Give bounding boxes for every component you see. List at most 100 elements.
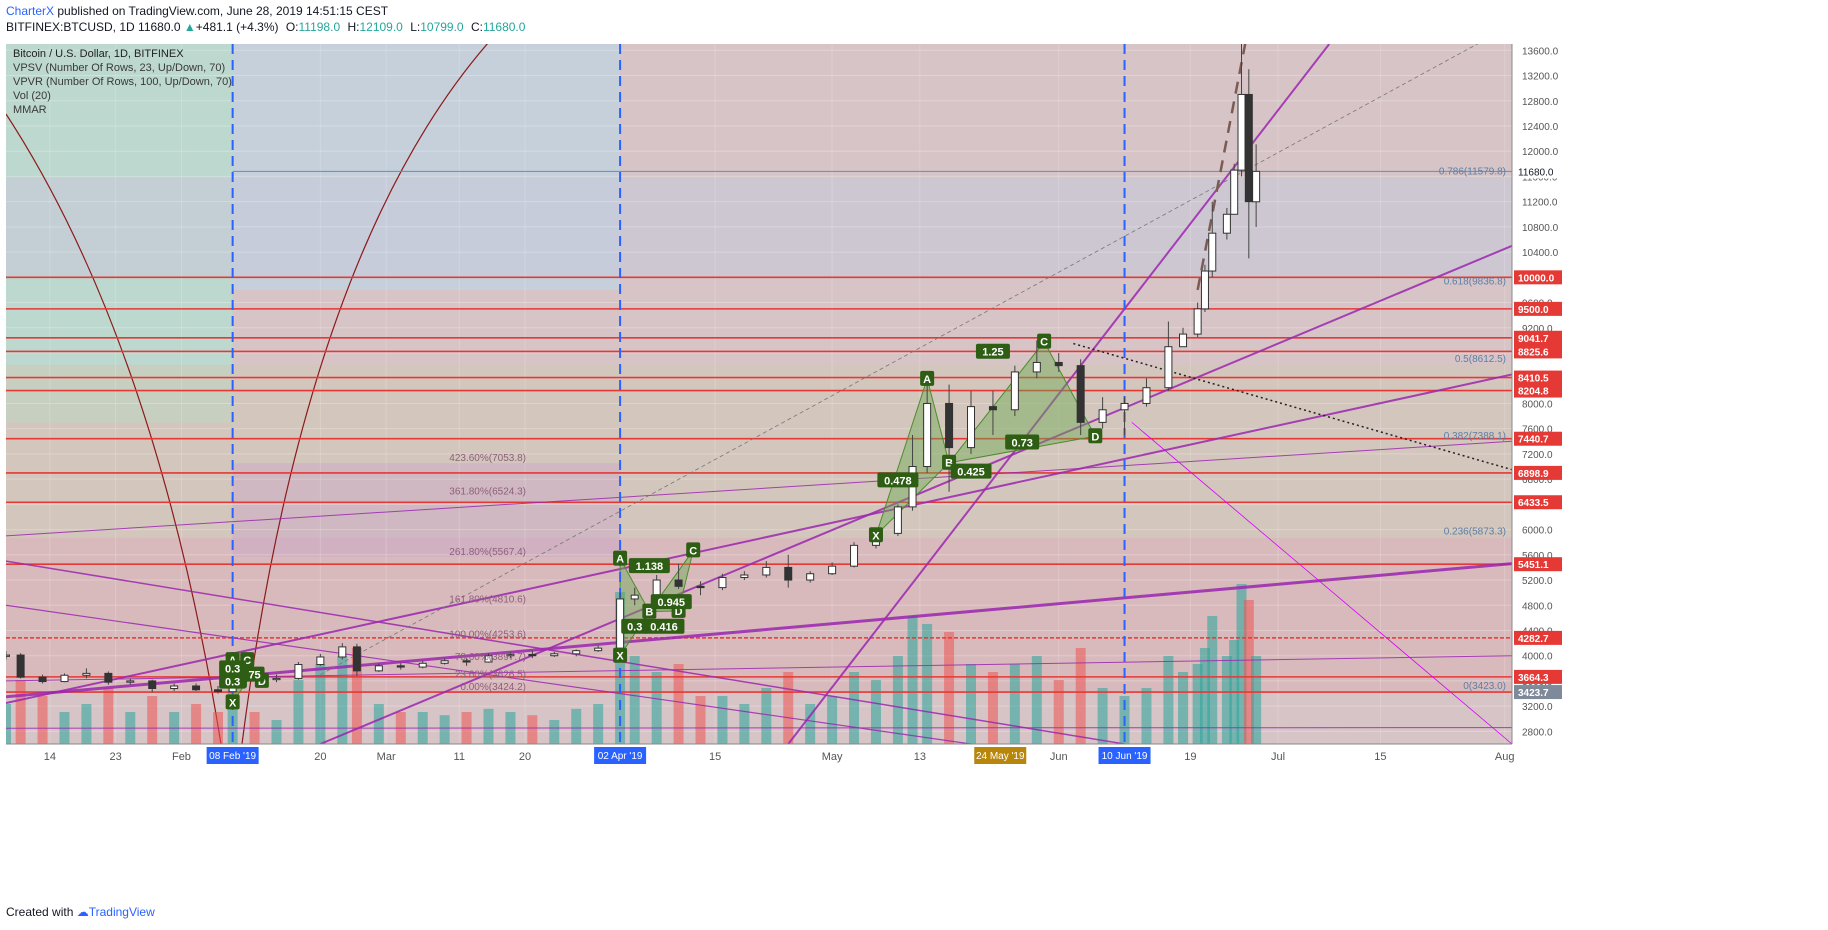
legend-item: Vol (20): [13, 90, 51, 102]
price-level-value: 8204.8: [1518, 387, 1549, 398]
pattern-label-box: [1005, 434, 1040, 450]
candle-body: [945, 402, 954, 449]
candle-body: [396, 665, 405, 668]
current-price-value: 11680.0: [1518, 167, 1554, 178]
fib-arc: [241, 33, 497, 745]
candle-body: [352, 646, 361, 672]
pattern-label-box: [1037, 333, 1052, 349]
price-tick-label: 4000.0: [1522, 652, 1553, 663]
parabolic-projection: [1196, 24, 1251, 291]
pattern-label: 0.3: [225, 663, 240, 675]
pattern-label-box: [219, 673, 247, 689]
volume-bar: [1251, 656, 1262, 744]
up-arrow-icon: ▲: [183, 20, 196, 34]
volume-bar: [870, 680, 881, 744]
price-tick-label: 6800.0: [1522, 475, 1553, 486]
candle-body: [1200, 270, 1209, 310]
pattern-label-box: [920, 370, 935, 386]
price-level-value: 10000.0: [1518, 273, 1555, 284]
volume-bar: [1221, 656, 1232, 744]
pattern-label: 75: [248, 670, 260, 682]
volume-bar: [1192, 664, 1203, 744]
trend-line: [5, 373, 1513, 704]
pattern-label: 0.425: [957, 467, 985, 479]
volume-bar: [37, 696, 48, 744]
volume-bar: [944, 632, 955, 744]
candle-body: [148, 680, 157, 690]
price-level-value: 7440.7: [1518, 435, 1549, 446]
fib-band-top: [6, 177, 1512, 278]
pattern-label-box: [1088, 428, 1103, 444]
price-level-value: 9041.7: [1518, 334, 1549, 345]
volume-bar: [1097, 688, 1108, 744]
trend-line: [5, 560, 1125, 745]
harmonic-pattern-fill: [648, 550, 694, 613]
open-label: O:: [285, 20, 299, 34]
volume-bar: [1, 704, 11, 744]
pattern-label: C: [243, 655, 251, 667]
price-level-tag: [1514, 370, 1562, 385]
fib-level-label: 0.382(7388.1): [1444, 431, 1506, 442]
close-label: C:: [470, 20, 483, 34]
publish-header: CharterX published on TradingView.com, J…: [6, 4, 388, 18]
price-level-tag: [1514, 495, 1562, 510]
fib-extension-label: 0.00%(3424.2): [460, 682, 526, 693]
candle-body: [718, 577, 727, 589]
tradingview-link[interactable]: TradingView: [88, 905, 155, 919]
dashed-trend-line: [320, 24, 1513, 675]
candle-body: [316, 656, 325, 666]
volume-bar: [337, 656, 348, 744]
volume-bar: [695, 696, 706, 744]
fib-level-label: 0.618(9836.8): [1444, 277, 1506, 288]
candle-body: [338, 646, 347, 658]
volume-bar: [849, 672, 860, 744]
price-change: +481.1 (+4.3%): [195, 20, 279, 34]
time-tick-label: 11: [454, 751, 465, 763]
candle-body: [850, 544, 859, 567]
candle-body: [170, 685, 179, 690]
pattern-label: D: [1091, 431, 1099, 443]
candle-body: [594, 647, 603, 652]
volume-bar: [892, 656, 903, 744]
fib-extension-label: 78.60%(3897.7): [455, 652, 526, 663]
publisher-name[interactable]: CharterX: [6, 4, 55, 18]
legend-item: MMAR: [13, 104, 47, 116]
time-tick-label: 19: [1184, 751, 1196, 763]
symbol-label: BITFINEX:BTCUSD, 1D: [6, 20, 135, 34]
pattern-label: 0.73: [1011, 438, 1032, 450]
candle-body: [893, 506, 902, 534]
pattern-label-box: [877, 472, 919, 488]
last-price: 11680.0: [138, 20, 181, 34]
price-tick-label: 9200.0: [1522, 324, 1553, 335]
date-marker-tag: [1098, 747, 1151, 764]
candle-body: [1208, 232, 1217, 272]
candle-body: [550, 653, 559, 657]
pattern-label: B: [945, 458, 953, 470]
price-level-value: 5451.1: [1518, 560, 1549, 571]
volume-bar: [593, 704, 604, 744]
pattern-label-box: [628, 558, 670, 574]
time-tick-label: 20: [519, 751, 531, 763]
pattern-label-box: [643, 618, 685, 634]
chart-container[interactable]: 0.786(11579.8) 0.618(9836.8) 0.5(8612.5) 0.…: [1, 24, 1822, 866]
date-marker-label: 24 May '19: [976, 751, 1025, 762]
candle-body: [1120, 402, 1129, 411]
candle-body: [1244, 93, 1253, 203]
candle-body: [630, 594, 639, 600]
trend-line: [5, 604, 972, 745]
candle-body: [967, 406, 976, 449]
price-chart[interactable]: 0.786(11579.8) 0.618(9836.8) 0.5(8612.5) 0.…: [1, 24, 1822, 866]
current-price-tag: [1514, 164, 1562, 179]
price-level-value: 6433.5: [1518, 498, 1549, 509]
tradingview-logo-icon[interactable]: ☁: [76, 905, 89, 919]
volume-bar: [1178, 672, 1189, 744]
pattern-label: B: [645, 607, 653, 619]
volume-bar: [1207, 616, 1218, 744]
volume-bar: [351, 648, 362, 744]
candle-body: [1230, 169, 1239, 215]
volume-bar: [651, 672, 662, 744]
pattern-label-box: [650, 594, 692, 610]
volume-bar: [783, 672, 794, 744]
volume-bar: [527, 715, 538, 744]
legend-item: Bitcoin / U.S. Dollar, 1D, BITFINEX: [13, 48, 184, 60]
